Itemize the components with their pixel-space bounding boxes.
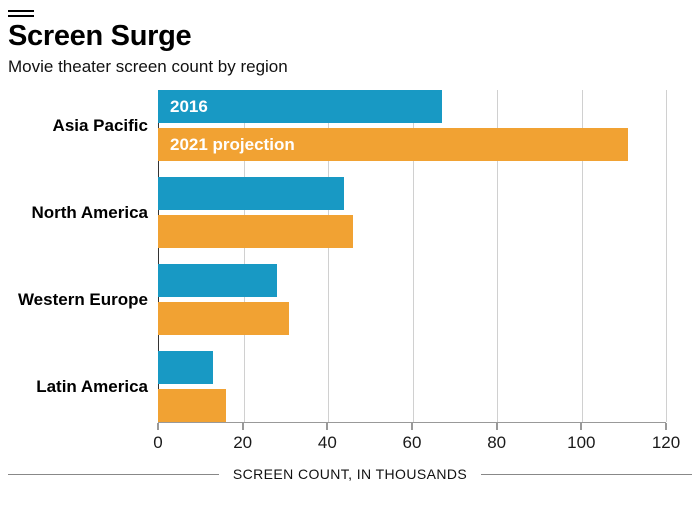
x-tick-label-0: 0 xyxy=(153,433,163,452)
bar-2021-projection-asia-pacific: 2021 projection xyxy=(158,128,628,161)
x-tick-label-100: 100 xyxy=(567,433,596,452)
x-tick-120 xyxy=(665,423,667,430)
series-label-2021-projection: 2021 projection xyxy=(170,135,295,154)
bar-2016-asia-pacific: 2016 xyxy=(158,90,442,123)
bar-group-asia-pacific: Asia Pacific 2016 2021 projection xyxy=(8,90,692,161)
footer-rule-left xyxy=(8,473,219,475)
gridline-40 xyxy=(328,90,329,422)
x-tick-60 xyxy=(411,423,413,430)
accent-dash xyxy=(8,10,34,12)
gridline-120 xyxy=(666,90,667,422)
bars-latin-america xyxy=(158,351,666,422)
chart-plot-area: Asia Pacific 2016 2021 projection North Ame… xyxy=(8,90,692,422)
x-tick-0 xyxy=(157,423,159,430)
x-tick-100 xyxy=(580,423,582,430)
category-label-latin-america: Latin America xyxy=(36,376,148,396)
x-tick-label-20: 20 xyxy=(233,433,253,452)
accent-dash xyxy=(8,15,34,17)
bar-2021-projection-western-europe xyxy=(158,302,290,335)
footer-rule-right xyxy=(481,473,693,475)
x-tick-80 xyxy=(496,423,498,430)
gridline-20 xyxy=(243,90,245,422)
category-label-asia-pacific: Asia Pacific xyxy=(52,115,148,135)
bar-2021-projection-north-america xyxy=(158,215,353,248)
x-tick-label-80: 80 xyxy=(487,433,507,452)
x-axis: 0 20 40 60 80 100 120 xyxy=(153,422,680,457)
x-tick-label-40: 40 xyxy=(317,433,337,452)
category-label-north-america: North America xyxy=(31,202,148,222)
bars-western-europe xyxy=(158,264,666,335)
gridline-80 xyxy=(497,90,498,422)
series-label-2016: 2016 xyxy=(170,97,208,116)
gridlines xyxy=(158,90,667,422)
bar-2016-latin-america xyxy=(158,351,214,384)
x-axis-title-row: SCREEN COUNT, IN THOUSANDS xyxy=(8,466,693,482)
bars-north-america xyxy=(158,177,666,248)
bar-rows: Asia Pacific 2016 2021 projection North Ame… xyxy=(8,90,692,422)
x-tick-20 xyxy=(242,423,244,430)
category-label-western-europe: Western Europe xyxy=(17,289,148,309)
bar-group-western-europe: Western Europe xyxy=(8,264,692,335)
bars-asia-pacific: 2016 2021 projection xyxy=(158,90,666,161)
bar-group-latin-america: Latin America xyxy=(8,351,692,422)
chart-title: Screen Surge xyxy=(8,20,192,52)
bar-2016-western-europe xyxy=(158,264,277,297)
bar-group-north-america: North America xyxy=(8,177,692,248)
chart-subtitle: Movie theater screen count by region xyxy=(8,57,288,76)
top-accent-dashes-icon xyxy=(8,10,34,17)
x-tick-label-120: 120 xyxy=(651,433,681,452)
gridline-60 xyxy=(412,90,414,422)
gridline-100 xyxy=(581,90,583,422)
bar-2016-north-america xyxy=(158,177,345,210)
bar-2021-projection-latin-america xyxy=(158,389,226,422)
x-tick-40 xyxy=(326,423,328,430)
x-tick-label-60: 60 xyxy=(402,433,422,452)
x-axis-title: SCREEN COUNT, IN THOUSANDS xyxy=(232,466,468,482)
